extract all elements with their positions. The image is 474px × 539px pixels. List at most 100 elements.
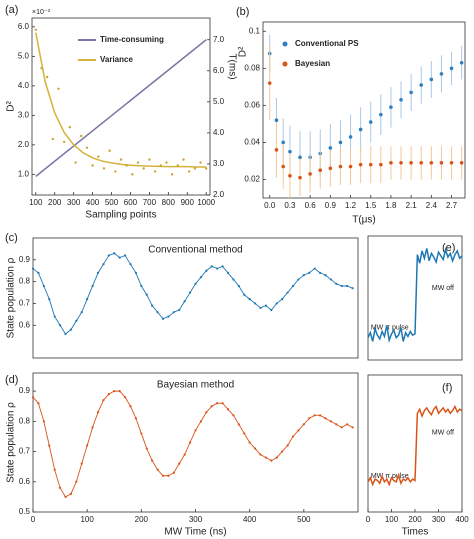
data-point [167, 315, 170, 318]
data-point [123, 254, 127, 257]
x-tick-label: 1000 [197, 198, 215, 207]
x-tick-label: 400 [455, 515, 469, 524]
panel-label: (c) [5, 232, 18, 244]
data-point [248, 441, 251, 444]
data-point [131, 173, 134, 176]
legend-label: Bayesian [295, 59, 330, 68]
data-point [53, 315, 56, 318]
data-point [302, 273, 305, 277]
data-point [62, 140, 66, 144]
y2-tick-label: 6.0 [213, 66, 225, 75]
y-tick-label: 0.06 [244, 100, 260, 109]
data-point [399, 98, 403, 102]
data-point [45, 75, 49, 79]
data-point [419, 161, 424, 165]
data-point [34, 28, 37, 31]
data-point [274, 118, 279, 122]
data-point [264, 304, 268, 307]
data-point [96, 271, 100, 275]
data-point [91, 426, 94, 429]
data-point [243, 432, 246, 435]
data-point [232, 278, 235, 281]
y-tick-label: 5.0 [18, 51, 30, 60]
data-point [226, 408, 230, 411]
data-point [409, 90, 413, 95]
data-point [31, 396, 35, 399]
y-tick-label: 0.8 [19, 277, 31, 286]
data-point [253, 447, 257, 450]
data-point [297, 429, 300, 432]
data-point [176, 164, 180, 167]
data-point [42, 284, 45, 288]
data-point [267, 81, 272, 85]
data-point [96, 411, 100, 414]
data-point [338, 164, 343, 169]
y-tick-label: 3.0 [18, 110, 30, 119]
y-tick-label: 0.04 [244, 138, 260, 147]
data-point [114, 170, 117, 173]
y-axis-label: D² [6, 101, 17, 112]
y-axis-label: State population ρ [6, 257, 17, 338]
data-point [335, 423, 338, 426]
x-tick-label: 0.9 [325, 201, 337, 210]
y-tick-label: 0.9 [19, 255, 31, 264]
data-point [188, 291, 192, 294]
y-axis-label: D² [238, 46, 249, 57]
data-point [459, 161, 464, 165]
y-tick-label: 0.9 [19, 386, 31, 395]
data-point [58, 324, 62, 327]
data-point [48, 444, 51, 447]
data-point [302, 423, 305, 426]
y2-tick-label: 2.0 [213, 190, 225, 199]
data-point [335, 282, 338, 285]
data-point [243, 293, 246, 296]
data-point [205, 167, 208, 170]
data-point [136, 161, 140, 164]
x-tick-label: 2.4 [426, 201, 438, 210]
y-tick-label: 0.5 [19, 507, 31, 516]
data-point [178, 462, 181, 465]
data-point [348, 164, 353, 169]
plot-frame [367, 374, 463, 513]
data-point [151, 304, 154, 307]
data-point [275, 456, 278, 459]
data-point [379, 112, 383, 117]
y-tick-label: 4.0 [18, 81, 30, 90]
x-tick-label: 500 [297, 515, 311, 524]
data-point [275, 302, 278, 305]
x-tick-label: 1.2 [345, 201, 357, 210]
data-point [31, 267, 35, 270]
data-point [340, 426, 343, 429]
y2-tick-label: 3.0 [213, 159, 225, 168]
data-point [368, 162, 373, 167]
data-point [259, 453, 262, 456]
data-point [119, 158, 123, 161]
data-point [281, 297, 284, 301]
series-line [367, 246, 463, 344]
y-tick-label: 0.02 [244, 175, 260, 184]
data-point [210, 405, 213, 408]
x-axis-label: T(μs) [352, 215, 376, 226]
data-point [237, 423, 240, 426]
data-point [274, 148, 279, 152]
data-point [145, 447, 148, 450]
data-point [313, 267, 316, 270]
y2-tick-label: 4.0 [213, 128, 225, 137]
data-point [399, 161, 403, 165]
data-point [102, 399, 105, 402]
x-tick-label: 900 [181, 198, 195, 207]
data-point [379, 162, 383, 167]
data-point [118, 256, 121, 259]
data-point [419, 83, 424, 87]
data-point [199, 420, 203, 423]
y2-tick-label: 7.0 [213, 35, 225, 44]
data-point [153, 170, 157, 173]
panel-title: Bayesian method [157, 380, 234, 391]
data-point [85, 146, 89, 149]
data-point [286, 291, 289, 294]
x-tick-label: 200 [135, 515, 149, 524]
data-point [129, 405, 132, 408]
plot-frame [32, 237, 359, 359]
data-point [68, 125, 72, 129]
y-tick-label: 0.1 [249, 26, 261, 35]
